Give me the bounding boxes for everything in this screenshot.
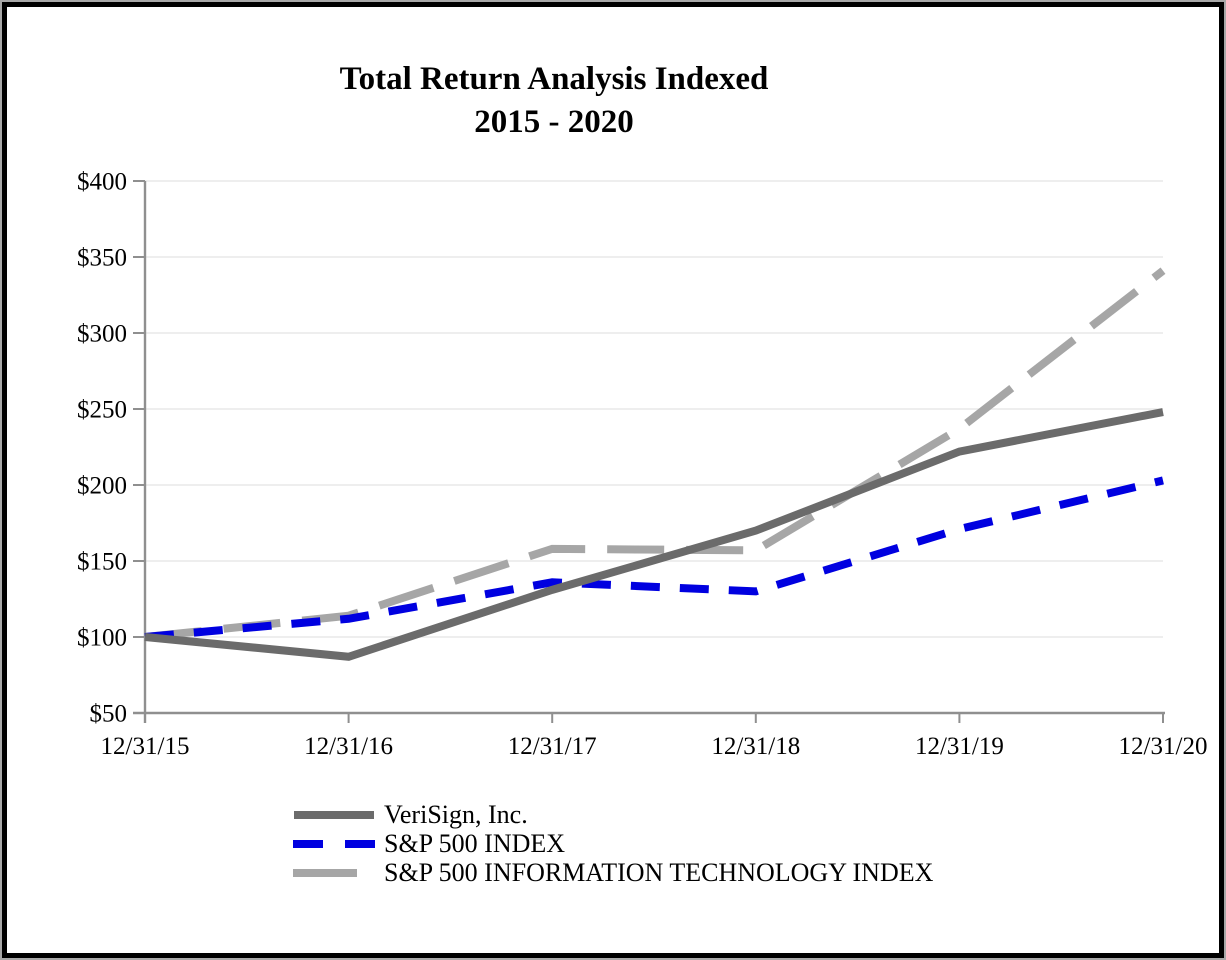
legend-label-sp500: S&P 500 INDEX [384,829,566,858]
legend-item-verisign: VeriSign, Inc. [293,800,933,829]
legend: VeriSign, Inc. S&P 500 INDEX S&P 500 INF… [293,800,933,887]
x-tick-label: 12/31/17 [508,733,597,760]
legend-label-sp500-it: S&P 500 INFORMATION TECHNOLOGY INDEX [384,858,934,887]
y-tick-label: $250 [77,397,127,424]
y-tick-label: $300 [77,321,127,348]
x-tick-label: 12/31/19 [915,733,1004,760]
legend-item-sp500: S&P 500 INDEX [293,829,933,858]
y-tick-label: $100 [77,625,127,652]
x-tick-label: 12/31/16 [304,733,393,760]
y-tick-label: $400 [77,169,127,196]
verisign-line-icon [294,810,374,819]
legend-label-verisign: VeriSign, Inc. [384,800,528,829]
sp500-dashed-line-icon [293,839,375,848]
chart-title-line2: 2015 - 2020 [474,104,634,140]
sp500-it-line-icon [293,868,357,877]
series-line-s-p-500-information-technology-index [144,267,1166,641]
x-tick-label: 12/31/15 [101,733,190,760]
x-tick-label: 12/31/20 [1119,733,1208,760]
y-tick-label: $200 [77,473,127,500]
x-tick-label: 12/31/18 [711,733,800,760]
y-tick-label: $50 [90,701,128,728]
chart-title: Total Return Analysis Indexed 2015 - 202… [174,58,934,144]
series-line-verisign-inc [144,408,1164,661]
y-tick-label: $150 [77,549,127,576]
legend-item-sp500-it: S&P 500 INFORMATION TECHNOLOGY INDEX [293,858,933,887]
y-tick-label: $350 [77,245,127,272]
series-line-s-p-500-index [144,476,1164,641]
chart-title-line1: Total Return Analysis Indexed [339,61,769,97]
